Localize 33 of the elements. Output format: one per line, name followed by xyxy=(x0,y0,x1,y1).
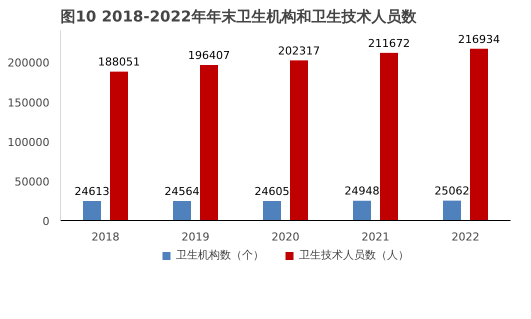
bar xyxy=(443,200,461,220)
legend-label: 卫生机构数（个） xyxy=(176,248,264,262)
data-label: 24613 xyxy=(74,185,110,198)
bar xyxy=(380,52,398,220)
bar xyxy=(200,65,218,220)
chart-title: 图10 2018-2022年年末卫生机构和卫生技术人员数 xyxy=(60,8,418,26)
data-label: 202317 xyxy=(278,44,320,58)
data-label: 211672 xyxy=(368,36,410,50)
data-label: 216934 xyxy=(458,32,500,46)
bar xyxy=(290,60,308,220)
bar xyxy=(83,201,101,220)
bar xyxy=(110,72,128,220)
data-label: 24564 xyxy=(164,185,200,198)
legend-label: 卫生技术人员数（人） xyxy=(299,248,409,262)
y-tick-label: 150000 xyxy=(8,96,50,110)
y-tick-label: 100000 xyxy=(8,136,50,149)
bar xyxy=(470,48,488,220)
data-label: 188051 xyxy=(98,56,140,69)
y-tick-label: 200000 xyxy=(8,56,50,70)
bar xyxy=(263,201,281,220)
x-tick-label: 2020 xyxy=(272,230,300,244)
bar xyxy=(173,201,191,220)
data-label: 196407 xyxy=(188,49,230,62)
data-label: 24605 xyxy=(254,185,290,198)
x-tick-label: 2022 xyxy=(452,230,480,244)
data-label: 25062 xyxy=(434,184,470,198)
y-tick-label: 50000 xyxy=(14,175,50,188)
y-tick-label: 0 xyxy=(42,215,50,228)
x-tick-label: 2021 xyxy=(362,230,390,244)
x-tick-label: 2018 xyxy=(92,230,120,244)
x-tick-label: 2019 xyxy=(182,230,210,244)
bar xyxy=(353,200,371,220)
data-label: 24948 xyxy=(344,184,380,198)
